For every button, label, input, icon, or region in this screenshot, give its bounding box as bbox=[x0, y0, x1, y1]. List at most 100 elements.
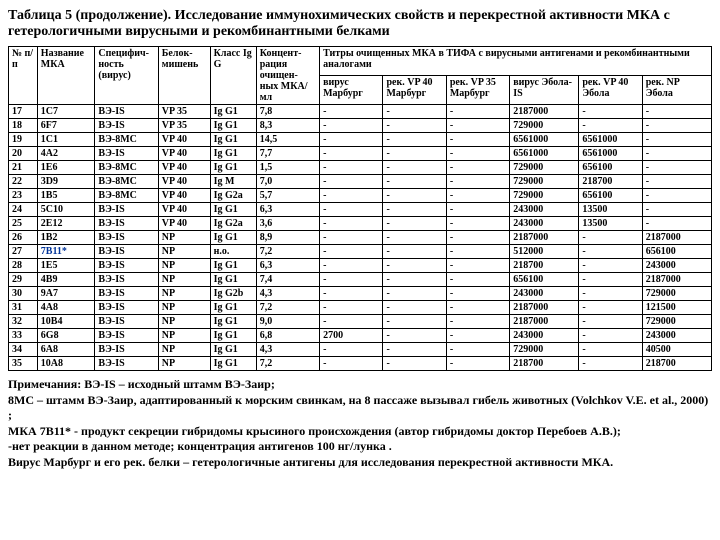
cell: ВЭ-IS bbox=[95, 287, 158, 301]
cell: VP 40 bbox=[158, 217, 210, 231]
table-row: 281Е5ВЭ-ISNPIg G16,3---218700-243000 bbox=[9, 259, 712, 273]
col-conc: Концент-рация очищен-ных МКА/мл bbox=[256, 47, 319, 105]
cell: - bbox=[642, 175, 711, 189]
cell: VP 40 bbox=[158, 147, 210, 161]
cell: 218700 bbox=[510, 357, 579, 371]
cell: ВЭ-IS bbox=[95, 119, 158, 133]
cell: 729000 bbox=[642, 287, 711, 301]
cell: 6561000 bbox=[579, 133, 642, 147]
cell: 512000 bbox=[510, 245, 579, 259]
cell: 3D9 bbox=[37, 175, 95, 189]
cell: 6,3 bbox=[256, 259, 319, 273]
cell: - bbox=[320, 217, 383, 231]
table-title: Таблица 5 (продолжение). Исследование им… bbox=[8, 8, 712, 40]
cell: - bbox=[320, 147, 383, 161]
cell: ВЭ-8МС bbox=[95, 189, 158, 203]
cell: 7,4 bbox=[256, 273, 319, 287]
cell: 4А8 bbox=[37, 301, 95, 315]
cell: Ig G1 bbox=[210, 231, 256, 245]
cell: - bbox=[642, 217, 711, 231]
cell: - bbox=[320, 175, 383, 189]
cell: 33 bbox=[9, 329, 38, 343]
cell: - bbox=[642, 119, 711, 133]
cell: - bbox=[446, 189, 509, 203]
cell: Ig G1 bbox=[210, 203, 256, 217]
cell: NP bbox=[158, 357, 210, 371]
cell: 35 bbox=[9, 357, 38, 371]
cell: - bbox=[320, 105, 383, 119]
table-row: 294В9ВЭ-ISNPIg G17,4---656100-2187000 bbox=[9, 273, 712, 287]
cell: 656100 bbox=[642, 245, 711, 259]
cell: - bbox=[642, 189, 711, 203]
table-row: 261В2ВЭ-ISNPIg G18,9---2187000-2187000 bbox=[9, 231, 712, 245]
cell: 1В5 bbox=[37, 189, 95, 203]
cell: 2700 bbox=[320, 329, 383, 343]
cell: - bbox=[383, 175, 446, 189]
cell: NP bbox=[158, 259, 210, 273]
cell: - bbox=[320, 301, 383, 315]
cell: VP 40 bbox=[158, 161, 210, 175]
cell: - bbox=[383, 245, 446, 259]
cell: - bbox=[320, 343, 383, 357]
col-target: Белок-мишень bbox=[158, 47, 210, 105]
cell: NP bbox=[158, 315, 210, 329]
cell: 18 bbox=[9, 119, 38, 133]
table-row: 204А2ВЭ-ISVP 40Ig G17,7---65610006561000… bbox=[9, 147, 712, 161]
cell: 2Е12 bbox=[37, 217, 95, 231]
cell: 6561000 bbox=[579, 147, 642, 161]
cell: - bbox=[579, 315, 642, 329]
cell: 656100 bbox=[579, 189, 642, 203]
cell: Ig G1 bbox=[210, 301, 256, 315]
cell: - bbox=[446, 161, 509, 175]
cell: 218700 bbox=[510, 259, 579, 273]
cell: 729000 bbox=[510, 161, 579, 175]
cell: VP 35 bbox=[158, 119, 210, 133]
table-row: 186F7ВЭ-ISVP 35Ig G18,3---729000-- bbox=[9, 119, 712, 133]
cell: - bbox=[320, 203, 383, 217]
table-body: 171С7ВЭ-ISVP 35Ig G17,8---2187000--186F7… bbox=[9, 105, 712, 371]
cell: - bbox=[320, 231, 383, 245]
cell: - bbox=[383, 343, 446, 357]
cell: - bbox=[383, 301, 446, 315]
cell: 121500 bbox=[642, 301, 711, 315]
cell: 9,0 bbox=[256, 315, 319, 329]
col-spec: Специфич-ность (вирус) bbox=[95, 47, 158, 105]
cell: - bbox=[446, 343, 509, 357]
cell: - bbox=[579, 119, 642, 133]
cell: NP bbox=[158, 273, 210, 287]
cell: 34 bbox=[9, 343, 38, 357]
cell: 2187000 bbox=[642, 231, 711, 245]
cell: - bbox=[446, 217, 509, 231]
cell: 23 bbox=[9, 189, 38, 203]
cell: 656100 bbox=[510, 273, 579, 287]
cell: 7В11* bbox=[37, 245, 95, 259]
cell: 7,0 bbox=[256, 175, 319, 189]
cell: 1В2 bbox=[37, 231, 95, 245]
cell: ВЭ-8МС bbox=[95, 161, 158, 175]
cell: 218700 bbox=[579, 175, 642, 189]
cell: 243000 bbox=[510, 329, 579, 343]
cell: 21 bbox=[9, 161, 38, 175]
data-table: № п/п Название МКА Специфич-ность (вирус… bbox=[8, 46, 712, 371]
cell: 1,5 bbox=[256, 161, 319, 175]
cell: Ig G1 bbox=[210, 329, 256, 343]
note-line: Вирус Марбург и его рек. белки – гетерол… bbox=[8, 455, 712, 471]
cell: - bbox=[579, 105, 642, 119]
cell: - bbox=[383, 161, 446, 175]
note-line: МКА 7В11* - продукт секреции гибридомы к… bbox=[8, 424, 712, 440]
cell: - bbox=[383, 119, 446, 133]
cell: 1С7 bbox=[37, 105, 95, 119]
cell: Ig G1 bbox=[210, 273, 256, 287]
cell: 27 bbox=[9, 245, 38, 259]
cell: - bbox=[446, 287, 509, 301]
cell: ВЭ-IS bbox=[95, 231, 158, 245]
cell: 29 bbox=[9, 273, 38, 287]
cell: - bbox=[579, 287, 642, 301]
col-mka: Название МКА bbox=[37, 47, 95, 105]
cell: - bbox=[320, 161, 383, 175]
cell: 2187000 bbox=[510, 301, 579, 315]
cell: - bbox=[642, 203, 711, 217]
cell: 2187000 bbox=[510, 315, 579, 329]
cell: - bbox=[446, 329, 509, 343]
cell: - bbox=[383, 329, 446, 343]
